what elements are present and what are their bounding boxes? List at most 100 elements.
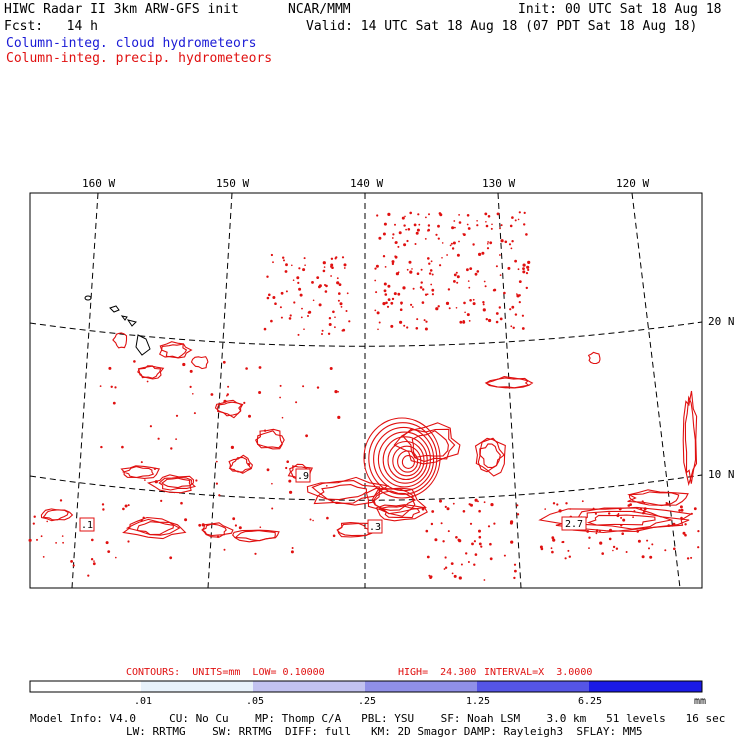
hurricane-ring bbox=[401, 455, 415, 469]
precip-speck bbox=[430, 260, 433, 263]
precip-speck bbox=[637, 539, 641, 543]
precip-speck bbox=[466, 214, 470, 217]
precip-speck bbox=[398, 231, 402, 235]
precip-contour bbox=[137, 365, 165, 380]
precip-speck bbox=[107, 550, 111, 553]
precip-speck bbox=[474, 498, 478, 502]
lon-label-120w: 120 W bbox=[616, 177, 650, 190]
precip-contour bbox=[146, 474, 195, 494]
precip-speck bbox=[525, 272, 529, 275]
colorbar-tick-005: .05 bbox=[246, 696, 265, 707]
contour-info: CONTOURS: UNITS=mm LOW= 0.10000 bbox=[126, 667, 325, 678]
value-label-4: 2.7 bbox=[565, 519, 583, 530]
precip-speck bbox=[478, 252, 482, 256]
precip-speck bbox=[601, 552, 604, 555]
precip-speck bbox=[142, 516, 145, 519]
precip-speck bbox=[406, 239, 409, 243]
precip-speck bbox=[648, 547, 650, 550]
precip-speck bbox=[302, 385, 305, 388]
precip-contour bbox=[684, 395, 697, 484]
precip-speck bbox=[195, 479, 198, 482]
precip-speck bbox=[374, 309, 377, 312]
precip-speck bbox=[409, 211, 413, 215]
precip-speck bbox=[599, 530, 601, 532]
precip-speck bbox=[480, 545, 483, 548]
parallel-20n bbox=[29, 321, 703, 347]
precip-speck bbox=[466, 313, 470, 317]
value-box-1 bbox=[79, 517, 95, 532]
precip-speck bbox=[189, 385, 192, 388]
precip-speck bbox=[679, 505, 683, 509]
precip-speck bbox=[453, 280, 456, 283]
precip-speck bbox=[419, 286, 423, 289]
precip-speck bbox=[184, 518, 188, 522]
precip-speck bbox=[440, 522, 443, 525]
precip-speck bbox=[40, 535, 43, 538]
precip-speck bbox=[198, 523, 202, 527]
precip-speck bbox=[259, 526, 262, 528]
precip-contour bbox=[586, 514, 656, 526]
precip-speck bbox=[451, 572, 454, 575]
forecast-hour: Fcst: 14 h bbox=[4, 19, 98, 34]
precip-speck bbox=[641, 555, 645, 559]
precip-speck bbox=[266, 296, 270, 300]
precip-speck bbox=[112, 401, 116, 405]
precip-speck bbox=[518, 280, 522, 283]
precip-speck bbox=[403, 243, 407, 247]
colorbar-tick-125: 1.25 bbox=[466, 696, 491, 707]
precip-speck bbox=[430, 522, 434, 526]
precip-speck bbox=[324, 290, 328, 293]
precip-speck bbox=[512, 326, 515, 329]
precip-speck bbox=[416, 272, 420, 276]
precip-speck bbox=[424, 327, 428, 331]
precip-speck bbox=[309, 518, 312, 521]
precip-speck bbox=[285, 263, 288, 267]
precip-contour bbox=[136, 521, 175, 536]
colorbar-segment-2 bbox=[141, 681, 253, 692]
precip-speck bbox=[289, 490, 293, 494]
precip-speck bbox=[510, 540, 514, 544]
precip-speck bbox=[232, 517, 236, 521]
precip-contour bbox=[137, 365, 162, 379]
precip-speck bbox=[272, 261, 274, 264]
precip-speck bbox=[609, 528, 612, 532]
precip-contour bbox=[255, 428, 283, 450]
precip-speck bbox=[263, 327, 267, 331]
precip-speck bbox=[383, 282, 387, 286]
precip-speck bbox=[376, 214, 379, 217]
precip-speck bbox=[226, 395, 228, 397]
colorbar-segment-1 bbox=[30, 681, 141, 692]
precip-speck bbox=[322, 269, 326, 273]
precip-speck bbox=[485, 221, 487, 223]
precip-speck bbox=[544, 508, 546, 510]
precip-speck bbox=[92, 562, 96, 566]
precip-speck bbox=[511, 240, 514, 243]
precip-speck bbox=[293, 301, 296, 304]
precip-speck bbox=[693, 507, 697, 511]
precip-speck bbox=[285, 290, 288, 293]
precip-speck bbox=[87, 574, 90, 577]
precip-speck bbox=[495, 320, 499, 324]
precip-speck bbox=[588, 547, 590, 549]
precip-speck bbox=[378, 236, 382, 240]
precip-speck bbox=[425, 216, 427, 219]
precip-speck bbox=[343, 267, 346, 269]
precip-speck bbox=[686, 557, 690, 560]
precip-speck bbox=[448, 307, 451, 310]
precip-speck bbox=[499, 254, 501, 256]
precip-speck bbox=[621, 532, 624, 535]
precip-speck bbox=[459, 320, 463, 324]
precip-speck bbox=[552, 538, 556, 542]
precip-speck bbox=[636, 529, 640, 533]
precip-speck bbox=[70, 560, 73, 563]
precip-speck bbox=[59, 499, 63, 502]
legend-precip-hydrometeors: Column-integ. precip. hydrometeors bbox=[6, 51, 273, 66]
precip-speck bbox=[115, 556, 117, 559]
precip-speck bbox=[427, 229, 429, 232]
precip-speck bbox=[321, 329, 324, 332]
precip-speck bbox=[334, 390, 338, 394]
precip-speck bbox=[146, 380, 149, 383]
precip-contour bbox=[627, 491, 680, 507]
colorbar-tick-025: .25 bbox=[358, 696, 377, 707]
precip-speck bbox=[334, 257, 337, 260]
